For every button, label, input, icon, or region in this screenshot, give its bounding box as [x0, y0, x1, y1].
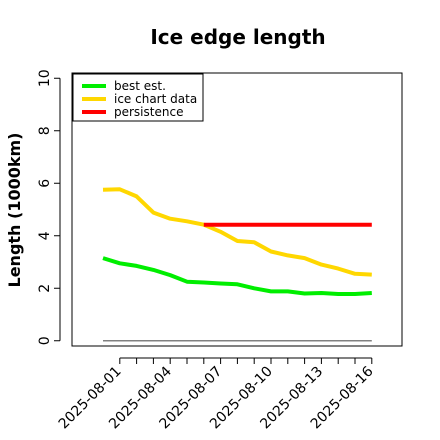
legend-label: ice chart data: [114, 92, 197, 106]
series-line-best-est-: [102, 256, 372, 296]
y-tick-label: 0: [37, 336, 53, 345]
y-tick-label: 4: [37, 231, 53, 240]
y-tick-label: 2: [37, 284, 53, 293]
legend-label: best est.: [114, 79, 166, 93]
y-tick-label: 10: [37, 69, 53, 87]
chart-title: Ice edge length: [150, 25, 325, 49]
legend-label: persistence: [114, 105, 183, 119]
y-tick-label: 8: [37, 126, 53, 135]
y-tick-label: 6: [37, 179, 53, 188]
plot-frame: [71, 72, 403, 347]
series-line-ice-chart-data: [102, 187, 372, 277]
y-axis-label: Length (1000km): [5, 133, 24, 288]
